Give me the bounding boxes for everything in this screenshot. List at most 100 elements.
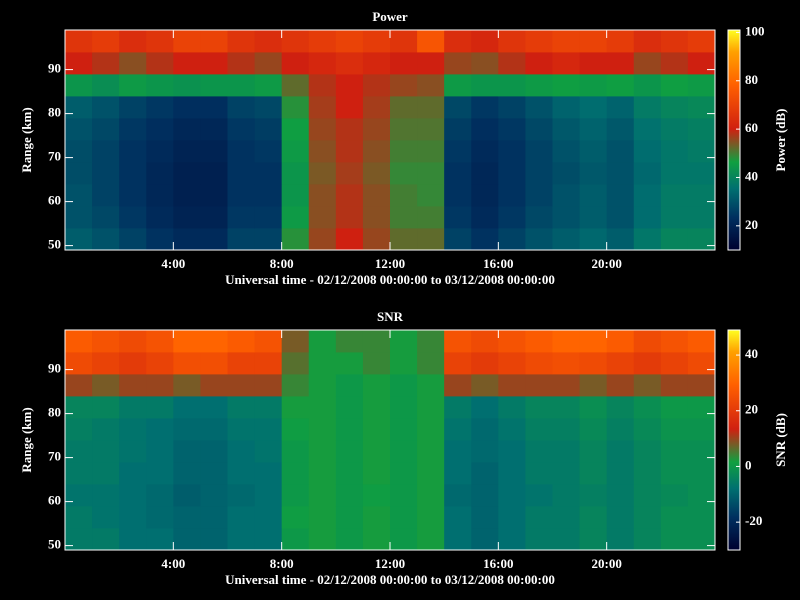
heat-cell	[552, 374, 580, 397]
heat-cell	[444, 374, 472, 397]
heat-cell	[390, 418, 418, 441]
heat-cell	[308, 228, 337, 251]
heat-cell	[444, 506, 472, 529]
heat-cell	[660, 206, 689, 229]
heat-cell	[281, 118, 310, 141]
heat-cell	[606, 96, 635, 119]
chart-title: SNR	[377, 309, 404, 324]
heat-cell	[281, 506, 310, 529]
heat-cell	[390, 374, 418, 397]
heat-cell	[660, 506, 689, 529]
heat-cell	[552, 140, 580, 163]
heat-cell	[390, 162, 418, 185]
heat-cell	[606, 140, 635, 163]
y-tick-label: 70	[48, 149, 61, 164]
heat-cell	[444, 462, 472, 485]
heat-cell	[200, 462, 228, 485]
heat-cell	[65, 118, 93, 141]
heat-cell	[417, 162, 445, 185]
heat-cell	[606, 352, 635, 375]
heat-cell	[660, 418, 689, 441]
heat-cell	[254, 184, 283, 207]
heat-cell	[92, 206, 120, 229]
heat-cell	[362, 140, 391, 163]
heat-cell	[471, 96, 499, 119]
heat-cell	[552, 352, 580, 375]
colorbar	[727, 29, 741, 251]
x-tick-label: 16:00	[483, 556, 513, 571]
heat-cell	[660, 74, 689, 97]
heat-cell	[633, 352, 662, 375]
heat-cell	[417, 374, 445, 397]
heat-cell	[227, 96, 255, 119]
heat-cell	[335, 352, 364, 375]
heat-cell	[633, 162, 662, 185]
heat-cell	[498, 118, 526, 141]
heat-cell	[579, 74, 608, 97]
heat-cell	[281, 30, 310, 53]
heat-cell	[308, 330, 337, 353]
heat-cell	[308, 506, 337, 529]
heat-cell	[444, 484, 472, 507]
heat-cell	[200, 162, 228, 185]
heat-cell	[390, 484, 418, 507]
heat-cell	[525, 484, 553, 507]
heat-cell	[417, 184, 445, 207]
heat-cell	[390, 396, 418, 419]
heat-cell	[65, 184, 93, 207]
heat-cell	[687, 484, 716, 507]
heat-cell	[65, 96, 93, 119]
heat-cell	[687, 462, 716, 485]
heat-cell	[606, 484, 635, 507]
heat-cell	[660, 352, 689, 375]
heat-cell	[92, 374, 120, 397]
heat-cell	[173, 506, 201, 529]
heat-cell	[308, 162, 337, 185]
heat-cell	[417, 96, 445, 119]
heat-cell	[173, 528, 201, 551]
heat-cell	[525, 374, 553, 397]
heat-cell	[362, 30, 391, 53]
heat-cell	[633, 118, 662, 141]
heat-cell	[200, 140, 228, 163]
heat-cell	[552, 162, 580, 185]
heat-cell	[390, 30, 418, 53]
heat-cell	[227, 206, 255, 229]
heat-cell	[606, 228, 635, 251]
heat-cell	[552, 484, 580, 507]
colorbar-tick-label: 60	[745, 120, 758, 135]
heat-cell	[687, 96, 716, 119]
heat-cell	[146, 330, 174, 353]
heat-cell	[119, 462, 147, 485]
heat-cell	[335, 440, 364, 463]
heat-cell	[498, 528, 526, 551]
heat-cell	[390, 184, 418, 207]
heat-cell	[525, 118, 553, 141]
heat-cell	[444, 440, 472, 463]
heat-cell	[471, 140, 499, 163]
heat-cell	[525, 96, 553, 119]
heat-cell	[308, 96, 337, 119]
heat-cell	[606, 30, 635, 53]
heat-cell	[119, 528, 147, 551]
heat-cell	[660, 462, 689, 485]
heat-cell	[254, 374, 283, 397]
heat-cell	[606, 74, 635, 97]
colorbar-tick-label: 40	[745, 168, 758, 183]
heat-cell	[687, 418, 716, 441]
heat-cell	[308, 206, 337, 229]
heat-cell	[417, 352, 445, 375]
heat-cell	[633, 52, 662, 75]
heat-cell	[146, 30, 174, 53]
heat-cell	[92, 74, 120, 97]
heat-cell	[308, 418, 337, 441]
heat-cell	[173, 228, 201, 251]
heat-cell	[552, 228, 580, 251]
x-tick-label: 12:00	[375, 256, 405, 271]
heat-cell	[417, 30, 445, 53]
heat-cell	[362, 506, 391, 529]
heat-cell	[92, 330, 120, 353]
heat-cell	[173, 30, 201, 53]
heat-cell	[335, 228, 364, 251]
heat-cell	[444, 52, 472, 75]
